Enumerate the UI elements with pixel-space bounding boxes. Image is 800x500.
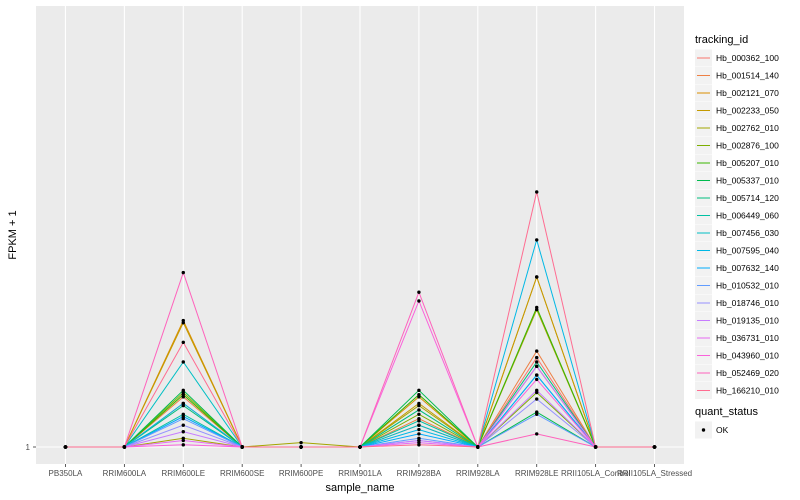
x-tick-label: RRII105LA_Stressed [617, 469, 692, 478]
legend-label: Hb_007632_140 [716, 263, 779, 273]
legend-label: Hb_052469_020 [716, 368, 779, 378]
legend-label: Hb_002762_010 [716, 123, 779, 133]
data-point [417, 427, 421, 432]
x-tick-label: RRIM901LA [338, 469, 382, 478]
legend-label: Hb_166210_010 [716, 386, 779, 396]
x-tick-label: PB350LA [49, 469, 83, 478]
legend-label: Hb_010532_010 [716, 281, 779, 291]
shape-legend-point [701, 428, 706, 432]
data-point [535, 397, 539, 401]
data-point [417, 412, 421, 416]
data-point [417, 403, 421, 408]
data-point [181, 401, 185, 406]
data-point [535, 377, 539, 382]
data-point [535, 275, 539, 279]
data-point [417, 392, 421, 397]
data-point [417, 419, 421, 423]
legend-label: Hb_007595_040 [716, 246, 779, 256]
shape-legend-title: quant_status [695, 406, 758, 418]
x-tick-label: RRIM928BA [397, 469, 442, 478]
legend-label: Hb_019135_010 [716, 316, 779, 326]
legend-title: tracking_id [695, 34, 748, 46]
data-point [535, 190, 539, 194]
x-tick-label: RRIM600LA [103, 469, 147, 478]
y-axis-ticks: 1 [26, 443, 36, 452]
data-point [417, 423, 421, 427]
legend-label: Hb_000362_100 [716, 53, 779, 63]
data-point [535, 360, 539, 364]
data-point [652, 445, 657, 449]
x-tick-label: RRIM600LE [161, 469, 205, 478]
legend-label: Hb_002233_050 [716, 106, 779, 116]
data-point [181, 423, 185, 427]
data-point [181, 340, 185, 345]
y-axis-title: FPKM + 1 [7, 210, 19, 259]
data-point [535, 388, 539, 393]
legend-label: Hb_005714_120 [716, 193, 779, 203]
data-point [535, 349, 539, 353]
data-point [181, 392, 185, 397]
data-point [181, 360, 185, 364]
legend-label: Hb_006449_060 [716, 211, 779, 221]
data-point [181, 416, 185, 421]
x-tick-label: RRII105LA_Control [561, 469, 631, 478]
data-point [181, 443, 185, 447]
x-axis-ticks: PB350LA RRIM600LA RRIM600LE RRIM600SE RRIM60… [49, 464, 692, 478]
data-point [476, 445, 480, 449]
data-point [417, 388, 421, 393]
data-point [535, 355, 539, 360]
data-point [535, 432, 539, 436]
data-point [417, 432, 421, 436]
shape-legend-label: OK [716, 425, 729, 435]
legend-label: Hb_043960_010 [716, 351, 779, 361]
data-point [417, 408, 421, 412]
data-point [417, 299, 421, 303]
data-point [240, 445, 244, 449]
data-point [535, 364, 539, 369]
data-point [63, 445, 68, 449]
data-point [122, 445, 127, 449]
data-point [417, 443, 421, 447]
legend: tracking_id Hb_000362_100 Hb_001514_140 Hb… [695, 34, 779, 399]
x-tick-label: RRIM928LA [456, 469, 500, 478]
data-point [181, 388, 185, 393]
legend-label: Hb_002121_070 [716, 88, 779, 98]
series-points [63, 190, 657, 449]
data-point [299, 440, 303, 445]
legend-label: Hb_018746_010 [716, 298, 779, 308]
legend-label: Hb_007456_030 [716, 228, 779, 238]
data-point [181, 430, 185, 434]
data-point [299, 445, 303, 449]
y-tick-label: 1 [26, 443, 31, 452]
data-point [535, 305, 539, 310]
x-tick-label: RRIM928LE [515, 469, 559, 478]
legend-label: Hb_005337_010 [716, 176, 779, 186]
data-point [181, 321, 185, 325]
data-point [358, 445, 362, 449]
x-tick-label: RRIM600PE [279, 469, 323, 478]
data-point [593, 445, 598, 449]
data-point [535, 373, 539, 377]
x-axis-title: sample_name [325, 482, 394, 494]
legend-label: Hb_036731_010 [716, 333, 779, 343]
x-tick-label: RRIM600SE [220, 469, 264, 478]
data-point [417, 290, 421, 294]
shape-legend: quant_status OK [695, 406, 758, 439]
legend-label: Hb_005207_010 [716, 158, 779, 168]
data-point [181, 438, 185, 443]
legend-label: Hb_002876_100 [716, 141, 779, 151]
legend-label: Hb_001514_140 [716, 71, 779, 81]
grid [36, 6, 684, 464]
data-point [535, 238, 539, 242]
data-point [181, 270, 185, 275]
data-point [535, 412, 539, 416]
